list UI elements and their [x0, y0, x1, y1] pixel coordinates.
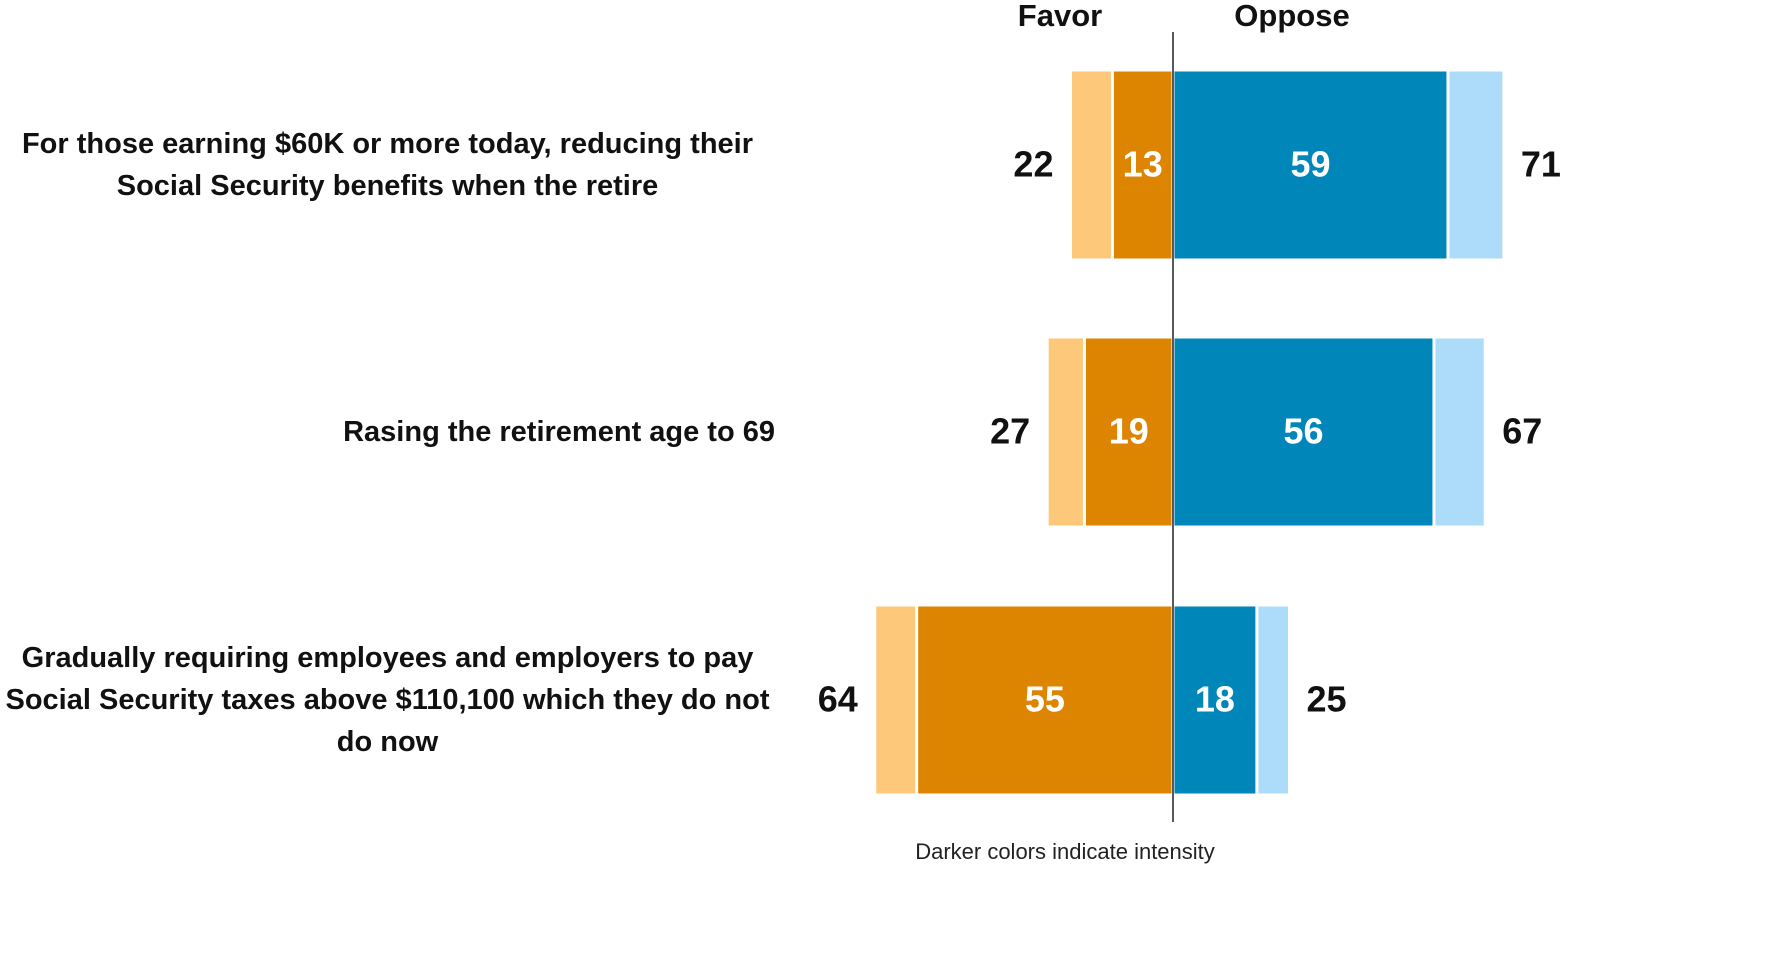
bar-strong [1171, 335, 1436, 529]
series-header: Oppose [1234, 0, 1349, 33]
bar-strong [1110, 68, 1175, 262]
category-label-box: Gradually requiring employees and employ… [0, 605, 775, 795]
bar-strong [1171, 603, 1259, 797]
bar-strong [915, 603, 1175, 797]
footnote: Darker colors indicate intensity [915, 839, 1215, 864]
total-label: 22 [1013, 144, 1053, 185]
strong-label: 18 [1195, 679, 1235, 720]
total-label: 25 [1307, 679, 1347, 720]
total-label: 67 [1502, 411, 1542, 452]
strong-label: 59 [1290, 144, 1330, 185]
total-label: 27 [990, 411, 1030, 452]
category-label: Rasing the retirement age to 69 [343, 415, 775, 448]
series-header: Favor [1018, 0, 1102, 33]
category-label-box: For those earning $60K or more today, re… [0, 70, 775, 260]
category-label: Gradually requiring employees and employ… [5, 641, 770, 759]
total-label: 71 [1521, 144, 1561, 185]
strong-label: 13 [1123, 144, 1163, 185]
bar-strong [1082, 335, 1175, 529]
category-label-box: Rasing the retirement age to 69 [0, 337, 775, 527]
category-label: For those earning $60K or more today, re… [21, 127, 754, 202]
strong-label: 55 [1025, 679, 1065, 720]
strong-label: 56 [1283, 411, 1323, 452]
total-label: 64 [818, 679, 858, 720]
bar-strong [1171, 68, 1450, 262]
strong-label: 19 [1109, 411, 1149, 452]
